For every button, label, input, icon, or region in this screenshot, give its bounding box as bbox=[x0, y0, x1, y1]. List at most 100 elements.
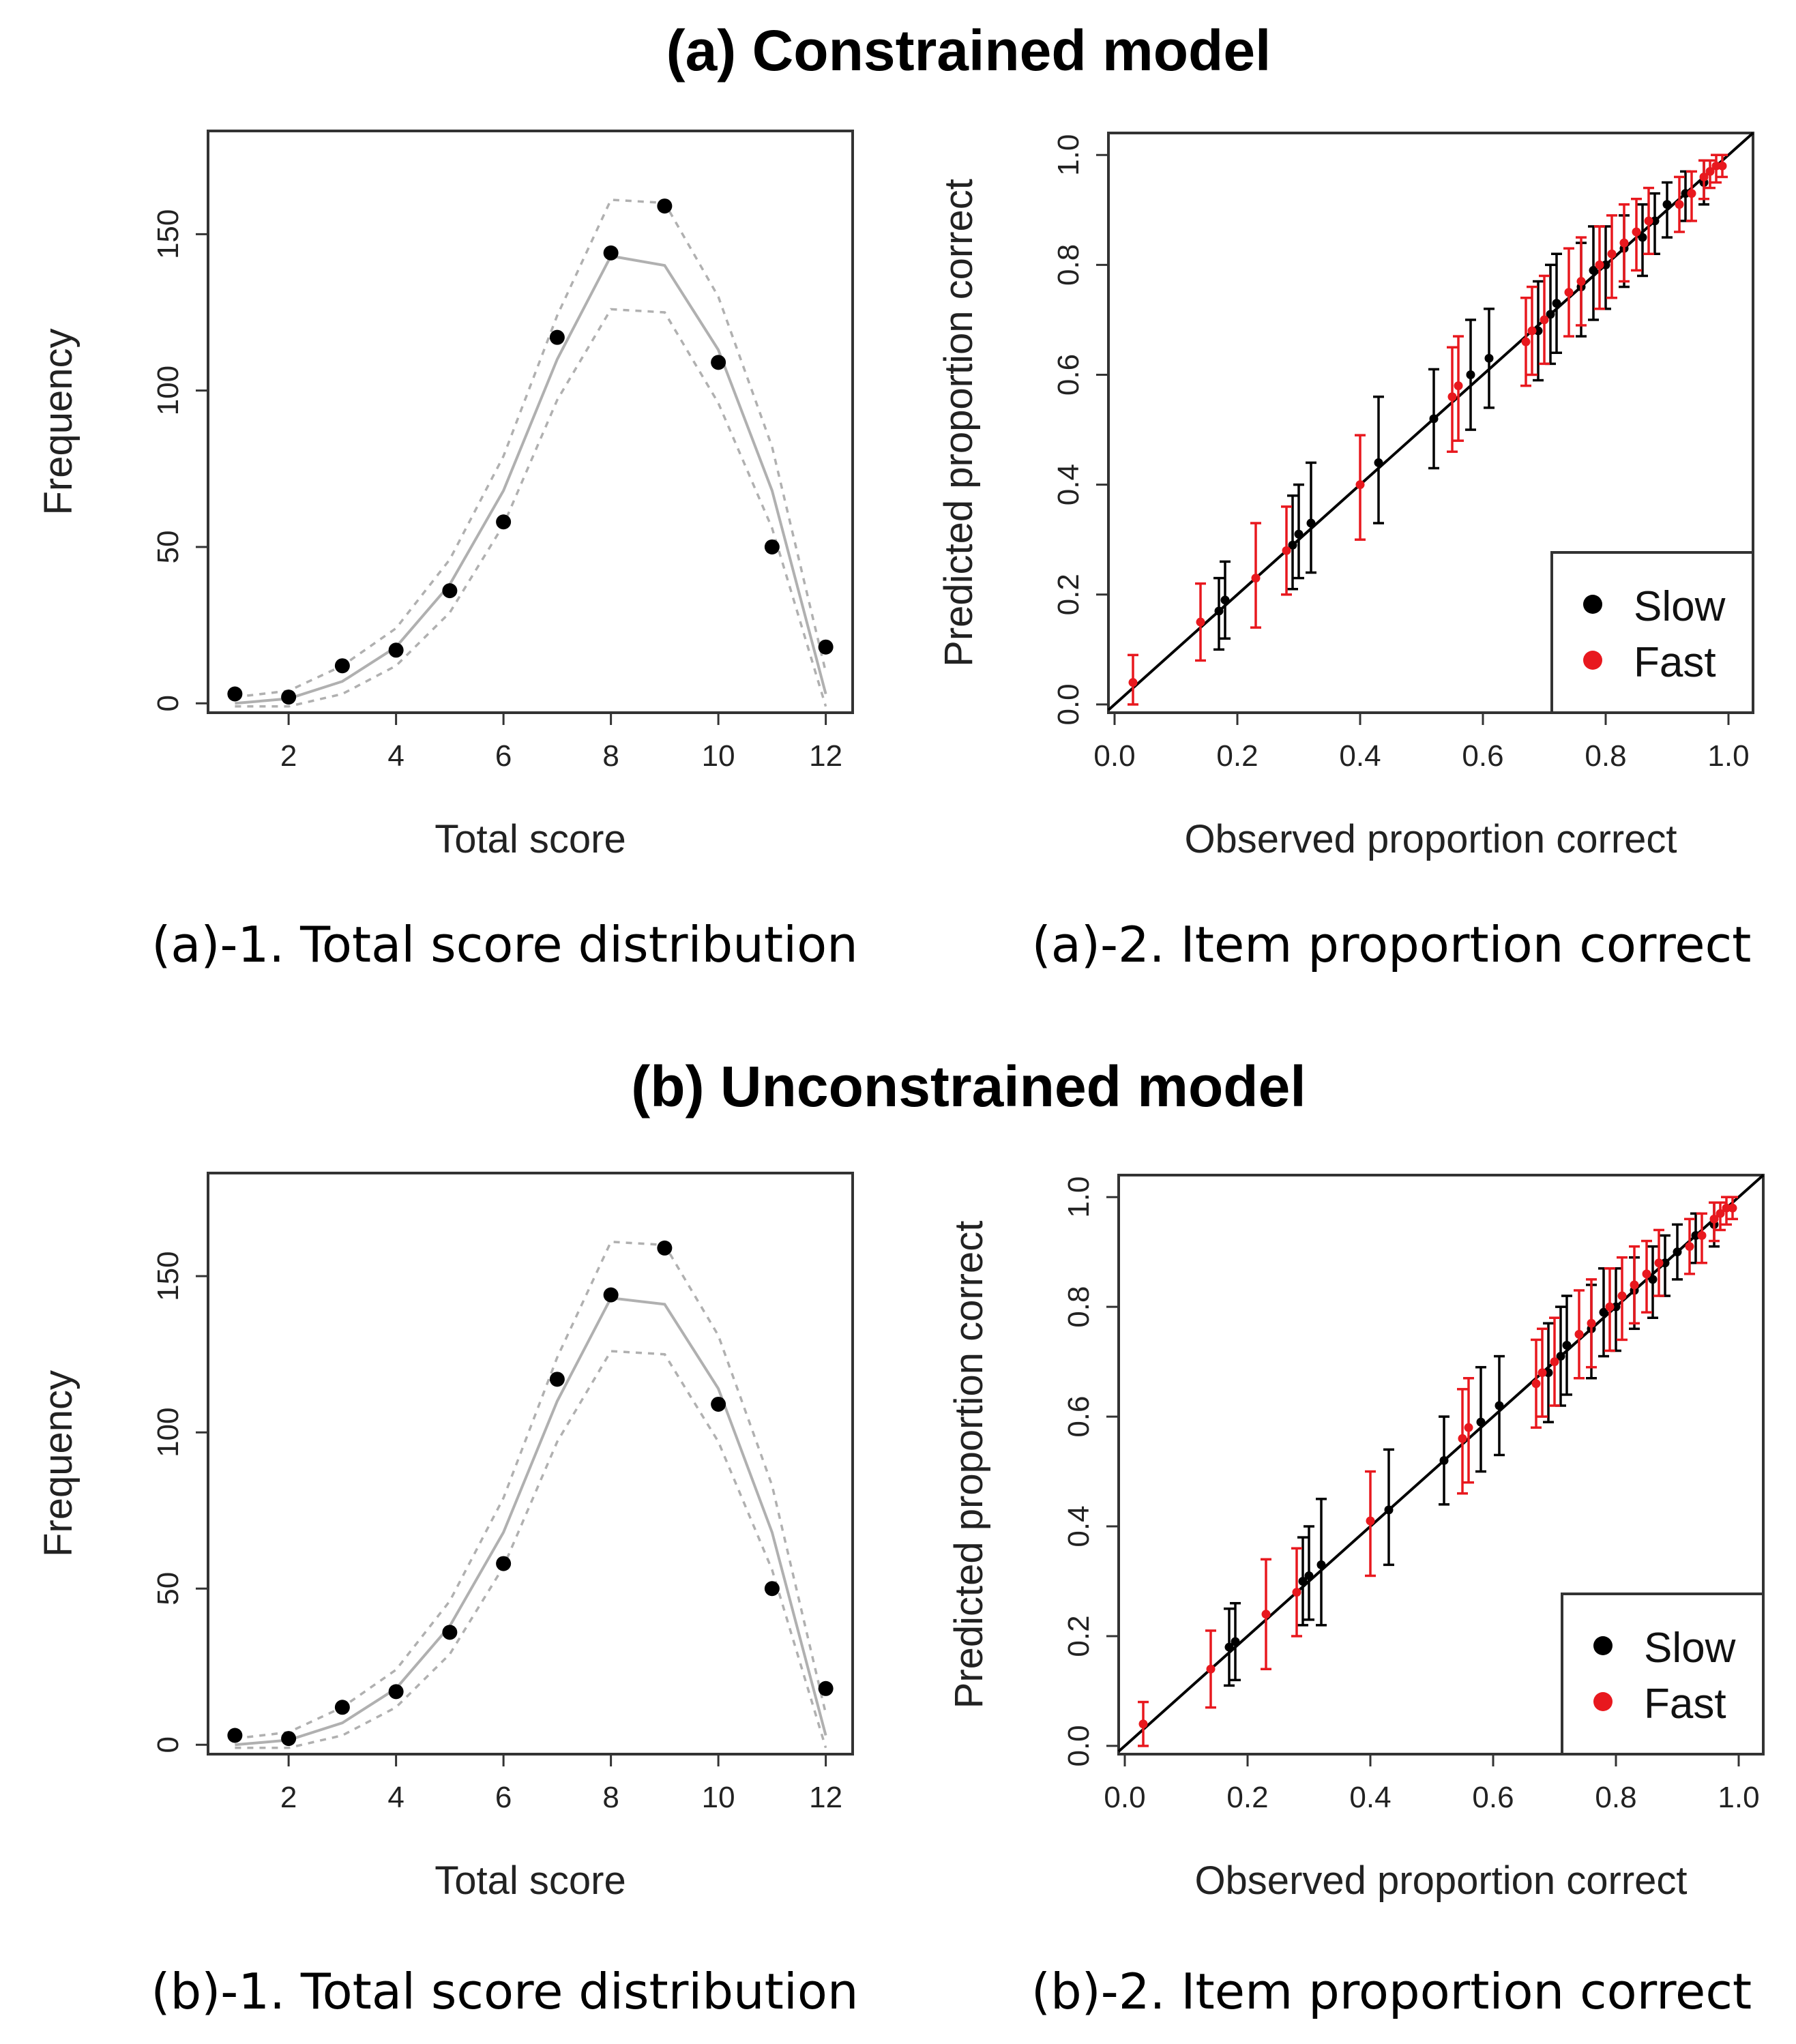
fast-point bbox=[1282, 546, 1291, 555]
slow-point bbox=[1306, 518, 1316, 528]
fast-point bbox=[1642, 1269, 1651, 1279]
lower-bound-line bbox=[235, 308, 827, 708]
x-tick-label: 0.6 bbox=[1462, 739, 1503, 773]
slow-point bbox=[1220, 595, 1230, 605]
observed-point bbox=[764, 539, 780, 554]
fast-point bbox=[1619, 238, 1629, 248]
plot-frame bbox=[1117, 1174, 1765, 1756]
x-tick-label: 12 bbox=[809, 1781, 842, 1814]
x-tick-label: 8 bbox=[602, 739, 619, 773]
observed-point bbox=[496, 514, 512, 530]
y-tick-label: 0.6 bbox=[1062, 1395, 1095, 1437]
observed-point bbox=[442, 583, 458, 599]
x-axis-label: Observed proportion correct bbox=[1194, 1858, 1687, 1903]
slow-point bbox=[1552, 299, 1561, 308]
fast-point bbox=[1697, 1231, 1707, 1241]
y-tick-label: 0.2 bbox=[1052, 574, 1085, 615]
slow-point bbox=[1224, 1642, 1234, 1652]
slow-point bbox=[1648, 1275, 1658, 1284]
slow-point bbox=[1439, 1455, 1449, 1465]
fast-point bbox=[1366, 1516, 1375, 1526]
observed-point bbox=[657, 198, 673, 214]
fast-point bbox=[1454, 381, 1463, 391]
y-axis-label: Predicted proportion correct bbox=[947, 1221, 991, 1709]
y-tick-label: 1.0 bbox=[1062, 1176, 1095, 1218]
slow-point bbox=[1562, 1340, 1572, 1350]
observed-point bbox=[442, 1625, 458, 1640]
x-tick-label: 2 bbox=[280, 1781, 297, 1814]
y-tick-label: 50 bbox=[151, 1572, 185, 1605]
fast-point bbox=[1687, 189, 1696, 198]
x-tick-label: 12 bbox=[809, 739, 842, 773]
y-tick-label: 0.0 bbox=[1062, 1725, 1095, 1766]
slow-point bbox=[1476, 1417, 1486, 1427]
slow-point bbox=[1304, 1571, 1314, 1580]
fast-point bbox=[1521, 337, 1531, 346]
observed-point bbox=[603, 1287, 619, 1303]
observed-point bbox=[818, 1680, 834, 1696]
slow-point bbox=[1681, 189, 1690, 198]
observed-point bbox=[334, 1700, 350, 1715]
fast-point bbox=[1206, 1664, 1216, 1674]
fast-point bbox=[1644, 216, 1653, 226]
slow-point bbox=[1288, 540, 1297, 550]
observed-point bbox=[227, 1728, 243, 1743]
slow-point bbox=[1316, 1560, 1326, 1569]
fast-point bbox=[1576, 277, 1586, 286]
slow-point bbox=[1466, 370, 1475, 380]
slow-point bbox=[1544, 1368, 1553, 1378]
fast-point bbox=[1128, 678, 1138, 687]
fast-point bbox=[1722, 1203, 1731, 1213]
x-tick-label: 1.0 bbox=[1707, 739, 1749, 773]
observed-point bbox=[388, 642, 404, 658]
slow-point bbox=[1294, 529, 1304, 539]
legend-box bbox=[1561, 1593, 1765, 1756]
x-tick-label: 0.4 bbox=[1339, 739, 1381, 773]
caption-a2: (a)-2. Item proportion correct bbox=[1032, 916, 1752, 973]
fast-point bbox=[1537, 1368, 1547, 1378]
fast-point bbox=[1564, 288, 1574, 297]
y-tick-label: 0.0 bbox=[1052, 683, 1085, 725]
slow-point bbox=[1650, 216, 1660, 226]
slow-point bbox=[1673, 1247, 1682, 1257]
fast-point bbox=[1699, 172, 1709, 181]
x-tick-label: 10 bbox=[702, 739, 735, 773]
x-tick-label: 2 bbox=[280, 739, 297, 773]
x-tick-label: 4 bbox=[387, 739, 404, 773]
fast-point bbox=[1607, 249, 1617, 258]
fast-point bbox=[1587, 1318, 1596, 1328]
legend-box bbox=[1550, 551, 1754, 714]
observed-point bbox=[657, 1240, 673, 1256]
fast-point bbox=[1261, 1610, 1271, 1619]
legend-swatch-slow bbox=[1593, 1636, 1613, 1655]
slow-point bbox=[1429, 414, 1439, 424]
caption-b1: (b)-1. Total score distribution bbox=[151, 1963, 858, 2020]
y-tick-label: 0.2 bbox=[1062, 1615, 1095, 1657]
panel-a1-total-score-distribution: 2 4 6 8 10 12 0 50 100 150 Total score Frequency bbox=[36, 130, 854, 861]
observed-point bbox=[281, 1731, 297, 1747]
slow-point bbox=[1533, 326, 1543, 336]
legend-label-fast: Fast bbox=[1644, 1680, 1726, 1728]
figure-title-b: (b) Unconstrained model bbox=[631, 1054, 1306, 1119]
legend-label-slow: Slow bbox=[1634, 583, 1726, 630]
caption-a1: (a)-1. Total score distribution bbox=[151, 916, 858, 973]
legend-swatch-fast bbox=[1593, 1692, 1613, 1711]
fast-point bbox=[1540, 315, 1549, 325]
slow-point bbox=[1384, 1505, 1394, 1515]
x-tick-label: 0.8 bbox=[1585, 739, 1626, 773]
observed-point bbox=[764, 1581, 780, 1597]
observed-point bbox=[227, 686, 243, 702]
slow-point bbox=[1589, 265, 1598, 275]
slow-point bbox=[1611, 1302, 1621, 1312]
expected-frequency-line bbox=[235, 254, 827, 705]
x-tick-label: 1.0 bbox=[1718, 1781, 1759, 1814]
x-tick-label: 0.8 bbox=[1595, 1781, 1636, 1814]
fast-point bbox=[1574, 1329, 1584, 1339]
observed-point bbox=[334, 658, 350, 674]
slow-point bbox=[1298, 1577, 1308, 1586]
x-tick-label: 6 bbox=[495, 1781, 512, 1814]
y-axis-label: Frequency bbox=[36, 1370, 80, 1557]
observed-point bbox=[549, 1372, 565, 1387]
y-tick-label: 0.4 bbox=[1062, 1505, 1095, 1547]
